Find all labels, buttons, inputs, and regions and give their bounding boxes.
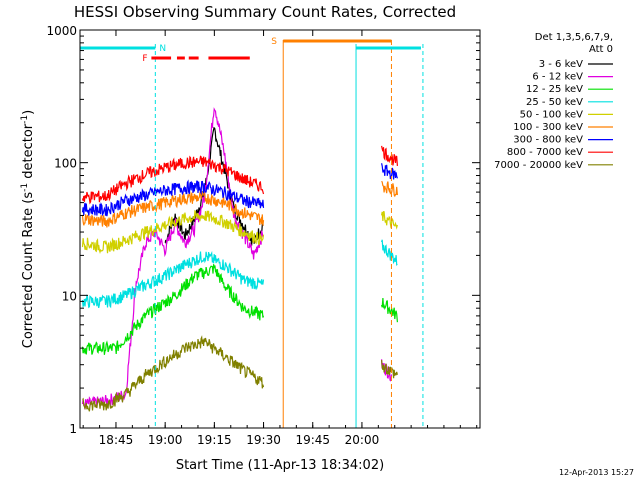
legend-entry-label: 7000 - 20000 keV: [494, 160, 583, 171]
legend-entry-label: 25 - 50 keV: [526, 97, 583, 108]
legend-entry-label: 12 - 25 keV: [526, 84, 583, 95]
y-axis-label-part: detector: [21, 123, 36, 183]
series-line-2: [381, 297, 398, 323]
x-axis: 18:45 19:00 19:15 19:30 19:45 20:00: [82, 30, 478, 447]
y-axis-label-part: ): [21, 110, 36, 115]
series-line-6: [381, 163, 398, 180]
series-line-3: [381, 239, 398, 266]
legend-entry-label: 6 - 12 keV: [532, 72, 583, 83]
series-line-4: [381, 210, 398, 230]
y-axis-label: Corrected Count Rate (s-1 detector-1): [20, 110, 36, 348]
legend-entry-label: 3 - 6 keV: [539, 59, 583, 70]
y-axis-label-part: Corrected Count Rate (s: [21, 192, 36, 349]
y-axis-label-part: -1: [20, 115, 30, 124]
series-line-6: [81, 179, 265, 217]
x-tick-label: 19:15: [197, 433, 232, 447]
series-line-2: [81, 264, 265, 355]
sun-flag-label: S: [271, 37, 277, 47]
legend-entry-label: 50 - 100 keV: [520, 109, 584, 120]
timestamp: 12-Apr-2013 15:27: [559, 468, 634, 477]
x-tick-label: 19:30: [246, 433, 281, 447]
x-axis-label: Start Time (11-Apr-13 18:34:02): [176, 458, 384, 473]
legend-header: Det 1,3,5,6,7,9,: [535, 32, 613, 43]
flare-flag-label: F: [142, 54, 147, 64]
series-line-4: [81, 209, 265, 254]
y-axis-label-part: -1: [20, 183, 30, 192]
legend-entry-label: 300 - 800 keV: [513, 135, 583, 146]
series-line-8: [82, 335, 265, 412]
y-tick-label: 100: [54, 157, 77, 171]
series-line-3: [81, 250, 265, 309]
x-tick-label: 18:45: [99, 433, 134, 447]
plot-area: N F S: [80, 37, 424, 428]
series-line-7: [381, 145, 398, 166]
x-tick-label: 19:45: [295, 433, 330, 447]
x-tick-label: 20:00: [345, 433, 380, 447]
y-tick-label: 10: [62, 289, 77, 303]
legend-entry-label: 100 - 300 keV: [513, 122, 583, 133]
y-tick-label: 1000: [46, 24, 77, 38]
y-axis: 1 10 100 1000: [46, 24, 480, 436]
chart-title: HESSI Observing Summary Count Rates, Cor…: [74, 3, 456, 21]
saa-flag-label: N: [159, 44, 166, 54]
y-tick-label: 1: [69, 422, 77, 436]
plot-frame: [79, 29, 481, 429]
legend-entry-label: 800 - 7000 keV: [507, 147, 583, 158]
series-line-8: [381, 360, 398, 379]
series-line-5: [81, 190, 265, 228]
legend-header: Att 0: [589, 44, 613, 55]
series-line-7: [81, 155, 265, 205]
x-tick-label: 19:00: [148, 433, 183, 447]
legend: Det 1,3,5,6,7,9,Att 0 3 - 6 keV 6 - 12 keV…: [494, 32, 613, 171]
series-line-5: [381, 180, 398, 198]
